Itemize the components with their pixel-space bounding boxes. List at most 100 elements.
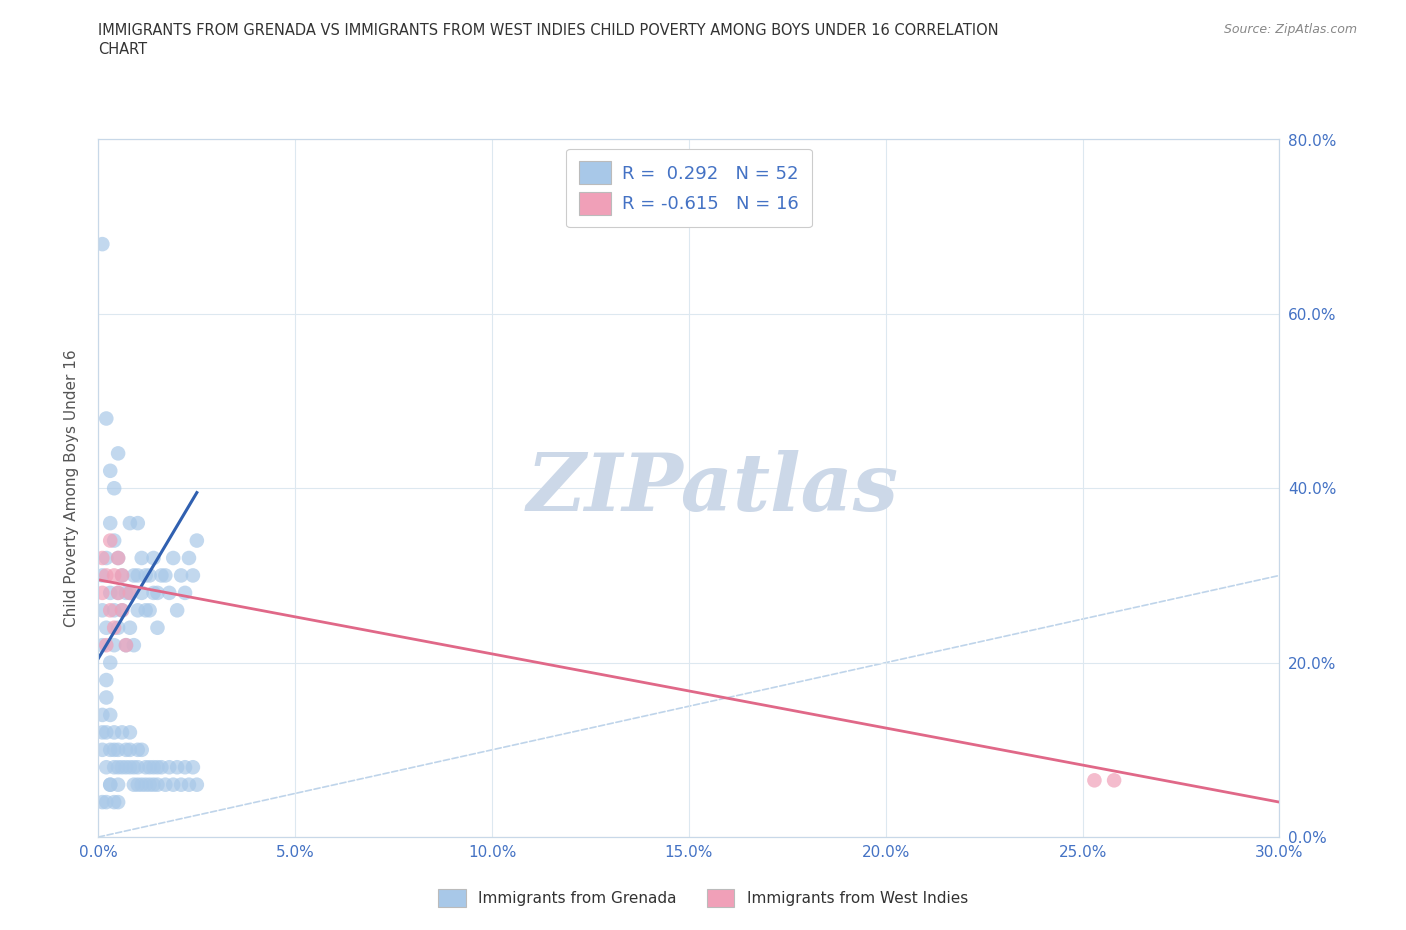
Point (98, 603, 121, 618)
Point (131, 742, 153, 757)
Point (127, 568, 149, 583)
Point (142, 551, 165, 565)
Point (186, 777, 208, 792)
Point (118, 725, 141, 740)
Point (103, 603, 125, 618)
Point (177, 551, 200, 565)
Point (122, 777, 145, 792)
Point (118, 760, 141, 775)
Point (115, 742, 138, 757)
Point (118, 586, 141, 601)
Point (186, 533, 208, 548)
Point (96, 568, 118, 583)
Point (98, 515, 121, 530)
Point (166, 760, 188, 775)
Point (98, 742, 121, 757)
Point (162, 551, 184, 565)
Point (122, 638, 145, 653)
Text: Source: ZipAtlas.com: Source: ZipAtlas.com (1223, 23, 1357, 36)
Point (142, 777, 165, 792)
Point (127, 742, 149, 757)
Point (91, 794, 114, 809)
Point (96, 551, 118, 565)
Point (96, 411, 118, 426)
Point (131, 551, 153, 565)
Point (91, 586, 114, 601)
Point (135, 760, 157, 775)
Point (118, 515, 141, 530)
Point (103, 742, 125, 757)
Point (96, 760, 118, 775)
Point (96, 620, 118, 635)
Point (98, 777, 121, 792)
Point (157, 586, 180, 601)
Point (170, 777, 193, 792)
Y-axis label: Child Poverty Among Boys Under 16: Child Poverty Among Boys Under 16 (65, 350, 79, 627)
Point (162, 777, 184, 792)
Point (1083, 773, 1105, 788)
Point (107, 777, 129, 792)
Point (146, 777, 169, 792)
Point (107, 620, 129, 635)
Point (146, 620, 169, 635)
Point (91, 638, 114, 653)
Point (98, 586, 121, 601)
Point (138, 603, 160, 618)
Point (107, 760, 129, 775)
Point (98, 463, 121, 478)
Point (98, 656, 121, 671)
Point (135, 568, 157, 583)
Point (142, 760, 165, 775)
Point (146, 760, 169, 775)
Point (131, 586, 153, 601)
Point (127, 603, 149, 618)
Point (107, 586, 129, 601)
Point (118, 742, 141, 757)
Point (166, 603, 188, 618)
Legend: Immigrants from Grenada, Immigrants from West Indies: Immigrants from Grenada, Immigrants from… (432, 884, 974, 913)
Point (111, 603, 134, 618)
Point (111, 725, 134, 740)
Point (174, 586, 197, 601)
Point (98, 777, 121, 792)
Point (98, 533, 121, 548)
Point (115, 638, 138, 653)
Point (91, 551, 114, 565)
Point (96, 725, 118, 740)
Point (107, 446, 129, 461)
Point (96, 672, 118, 687)
Point (96, 794, 118, 809)
Point (127, 760, 149, 775)
Point (135, 777, 157, 792)
Point (118, 620, 141, 635)
Legend: R =  0.292   N = 52, R = -0.615   N = 16: R = 0.292 N = 52, R = -0.615 N = 16 (567, 149, 811, 228)
Point (91, 708, 114, 723)
Point (107, 551, 129, 565)
Point (118, 586, 141, 601)
Point (146, 586, 169, 601)
Point (174, 760, 197, 775)
Point (103, 760, 125, 775)
Point (96, 638, 118, 653)
Point (115, 586, 138, 601)
Point (103, 533, 125, 548)
Point (150, 760, 173, 775)
Point (103, 794, 125, 809)
Point (103, 568, 125, 583)
Text: ZIPatlas: ZIPatlas (526, 449, 898, 527)
Point (138, 568, 160, 583)
Point (107, 551, 129, 565)
Point (103, 481, 125, 496)
Point (107, 794, 129, 809)
Point (127, 515, 149, 530)
Point (111, 568, 134, 583)
Point (170, 568, 193, 583)
Point (91, 603, 114, 618)
Point (122, 568, 145, 583)
Point (91, 742, 114, 757)
Point (91, 237, 114, 252)
Point (91, 725, 114, 740)
Point (115, 760, 138, 775)
Point (135, 603, 157, 618)
Point (155, 568, 177, 583)
